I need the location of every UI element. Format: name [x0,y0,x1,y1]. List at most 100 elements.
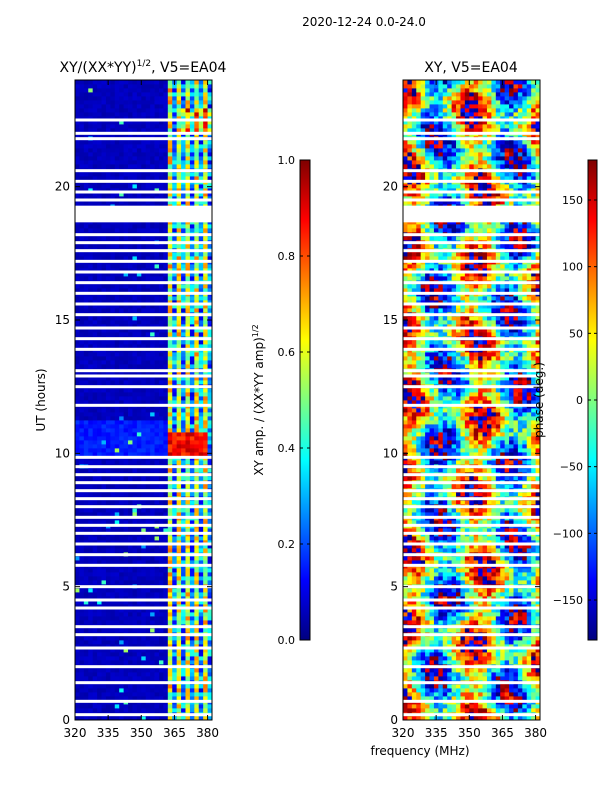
heatmap-cell [189,296,195,301]
heatmap-cell [189,244,195,249]
heatmap-cell [167,80,173,85]
heatmap-cell [163,316,169,321]
heatmap-cell [167,580,173,585]
heatmap-cell [101,144,107,149]
heatmap-cell [114,92,120,97]
heatmap-cell [83,344,89,349]
heatmap-cell [154,600,160,605]
heatmap-cell [88,648,94,653]
heatmap-cell [194,272,200,277]
heatmap-cell [79,544,85,549]
heatmap-cell [176,372,182,377]
heatmap-cell [136,352,142,357]
heatmap-cell [97,492,102,497]
heatmap-cell [141,460,147,465]
heatmap-cell [194,640,200,645]
heatmap-cell [79,200,85,205]
heatmap-cell [141,620,147,625]
heatmap-cell [163,444,169,449]
heatmap-cell [132,148,138,153]
heatmap-cell [176,108,182,113]
heatmap-cell [150,304,155,309]
heatmap-cell [132,428,138,433]
heatmap-cell [83,604,89,609]
heatmap-cell [189,316,195,321]
heatmap-cell [172,352,178,357]
heatmap-cell [198,148,204,153]
heatmap-cell [136,188,142,193]
heatmap-cell [97,708,102,713]
heatmap-cell [83,88,89,93]
heatmap-cell [79,256,85,261]
heatmap-cell [105,580,111,585]
heatmap-cell [194,484,200,489]
heatmap-cell [97,436,102,441]
heatmap-cell [97,640,102,645]
heatmap-cell [101,500,107,505]
heatmap-cell [97,316,102,321]
heatmap-cell [114,300,120,305]
heatmap-cell [194,412,200,417]
heatmap-cell [203,636,208,641]
heatmap-cell [128,380,133,385]
heatmap-cell [167,652,173,657]
heatmap-cell [110,408,116,413]
heatmap-cell [189,688,195,693]
heatmap-cell [203,392,208,397]
heatmap-cell [198,684,204,689]
heatmap-cell [92,544,98,549]
heatmap-cell [88,596,94,601]
heatmap-cell [181,580,186,585]
heatmap-cell [75,596,80,601]
heatmap-cell [176,536,182,541]
heatmap-cell [189,392,195,397]
heatmap-cell [189,252,195,257]
heatmap-cell [132,100,138,105]
heatmap-cell [110,108,116,113]
heatmap-cell [194,576,200,581]
heatmap-cell [194,144,200,149]
heatmap-cell [185,560,191,565]
heatmap-cell [92,572,98,577]
heatmap-cell [176,124,182,129]
heatmap-cell [189,580,195,585]
heatmap-cell [207,428,213,433]
heatmap-cell [194,620,200,625]
heatmap-cell [189,444,195,449]
heatmap-cell [181,176,186,181]
heatmap-cell [198,128,204,133]
heatmap-cell [163,576,169,581]
heatmap-cell [203,572,208,577]
heatmap-cell [105,708,111,713]
heatmap-cell [198,320,204,325]
heatmap-cell [97,528,102,533]
heatmap-cell [132,196,138,201]
heatmap-cell [119,388,125,393]
heatmap-cell [189,468,195,473]
heatmap-cell [176,704,182,709]
heatmap-cell [114,400,120,405]
heatmap-cell [83,352,89,357]
heatmap-cell [119,508,125,513]
heatmap-cell [185,424,191,429]
heatmap-cell [83,696,89,701]
heatmap-cell [110,340,116,345]
heatmap-cell [128,288,133,293]
heatmap-cell [88,528,94,533]
heatmap-cell [119,356,125,361]
heatmap-cell [167,104,173,109]
heatmap-cell [194,236,200,241]
heatmap-cell [150,264,155,269]
heatmap-cell [92,316,98,321]
heatmap-cell [154,428,160,433]
amplitude-title-suffix: , V5=EA04 [151,60,226,76]
heatmap-cell [105,364,111,369]
heatmap-cell [185,408,191,413]
heatmap-cell [167,704,173,709]
heatmap-cell [119,364,125,369]
heatmap-cell [119,688,125,693]
heatmap-cell [83,484,89,489]
heatmap-cell [132,324,138,329]
heatmap-cell [123,388,129,393]
heatmap-cell [150,620,155,625]
